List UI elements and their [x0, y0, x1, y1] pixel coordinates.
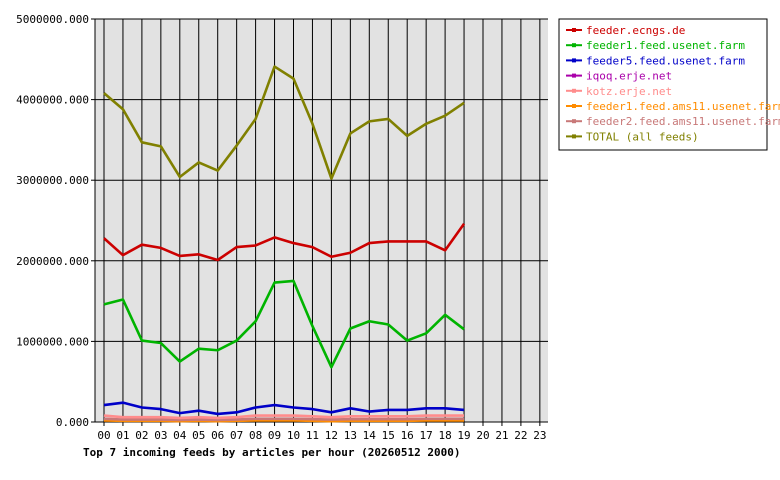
series-lines — [103, 65, 466, 423]
legend-marker — [572, 73, 576, 78]
y-tick-label: 3000000.000 — [16, 174, 89, 187]
x-tick-label: 23 — [533, 429, 546, 442]
x-tick-label: 22 — [514, 429, 527, 442]
x-tick-label: 18 — [438, 429, 451, 442]
x-tick-label: 05 — [192, 429, 205, 442]
legend-marker — [572, 58, 576, 63]
legend-entry: feeder5.feed.usenet.farm — [586, 54, 745, 67]
x-tick-label: 02 — [135, 429, 148, 442]
x-tick-label: 21 — [495, 429, 508, 442]
x-tick-label: 04 — [173, 429, 187, 442]
series-line-7 — [103, 65, 465, 180]
legend: feeder.ecngs.de feeder1.feed.usenet.farm f… — [566, 24, 780, 143]
legend-marker — [572, 104, 576, 108]
x-tick-label: 16 — [401, 429, 414, 442]
legend-entry: feeder1.feed.usenet.farm — [586, 39, 745, 52]
legend-box — [558, 18, 768, 151]
y-tick-label: 4000000.000 — [16, 94, 89, 107]
series-line-4 — [103, 414, 465, 420]
x-tick-label: 14 — [363, 429, 377, 442]
x-tick-label: 11 — [306, 429, 319, 442]
x-tick-label: 06 — [211, 429, 224, 442]
legend-entry: TOTAL (all feeds) — [586, 130, 699, 143]
x-tick-label: 20 — [476, 429, 489, 442]
legend-marker — [572, 134, 576, 139]
y-tick-label: 2000000.000 — [16, 255, 89, 268]
legend-marker — [572, 88, 576, 93]
series-line-1 — [103, 279, 465, 369]
x-tick-label: 12 — [325, 429, 338, 442]
legend-entry: feeder1.feed.ams11.usenet.farm — [586, 100, 780, 113]
x-tick-label: 01 — [116, 429, 129, 442]
legend-entry: iqoq.erje.net — [586, 70, 672, 83]
x-tick-label: 00 — [97, 429, 110, 442]
y-tick-label: 5000000.000 — [16, 13, 89, 26]
series-line-2 — [103, 401, 465, 416]
x-tick-label: 10 — [287, 429, 300, 442]
legend-entry: kotz.erje.net — [586, 85, 672, 98]
chart-title: Top 7 incoming feeds by articles per hou… — [83, 446, 461, 459]
y-tick-label: 1000000.000 — [16, 335, 89, 348]
y-tick-label: 0.000 — [56, 416, 89, 429]
legend-marker — [572, 28, 576, 32]
plot-background — [95, 19, 548, 422]
x-tick-label: 17 — [420, 429, 433, 442]
series-line-6 — [103, 417, 465, 422]
legend-entry: feeder2.feed.ams11.usenet.farm — [586, 115, 780, 128]
x-tick-label: 08 — [249, 429, 262, 442]
x-tick-label: 09 — [268, 429, 281, 442]
vertical-grid — [103, 19, 541, 422]
x-tick-label: 15 — [382, 429, 395, 442]
x-tick-label: 03 — [154, 429, 167, 442]
x-tick-label: 07 — [230, 429, 243, 442]
y-tick-labels: 0.000 1000000.000 2000000.000 3000000.000 40… — [16, 13, 95, 429]
x-tick-label: 19 — [457, 429, 470, 442]
x-tick-label: 13 — [344, 429, 357, 442]
x-tick-labels: 00 01 02 03 04 05 06 07 08 09 10 11 12 13 14 15 16 17 18 19… — [97, 422, 546, 442]
legend-marker — [572, 43, 576, 48]
legend-marker — [572, 119, 576, 124]
legend-entry: feeder.ecngs.de — [586, 24, 685, 37]
series-line-0 — [103, 222, 466, 262]
